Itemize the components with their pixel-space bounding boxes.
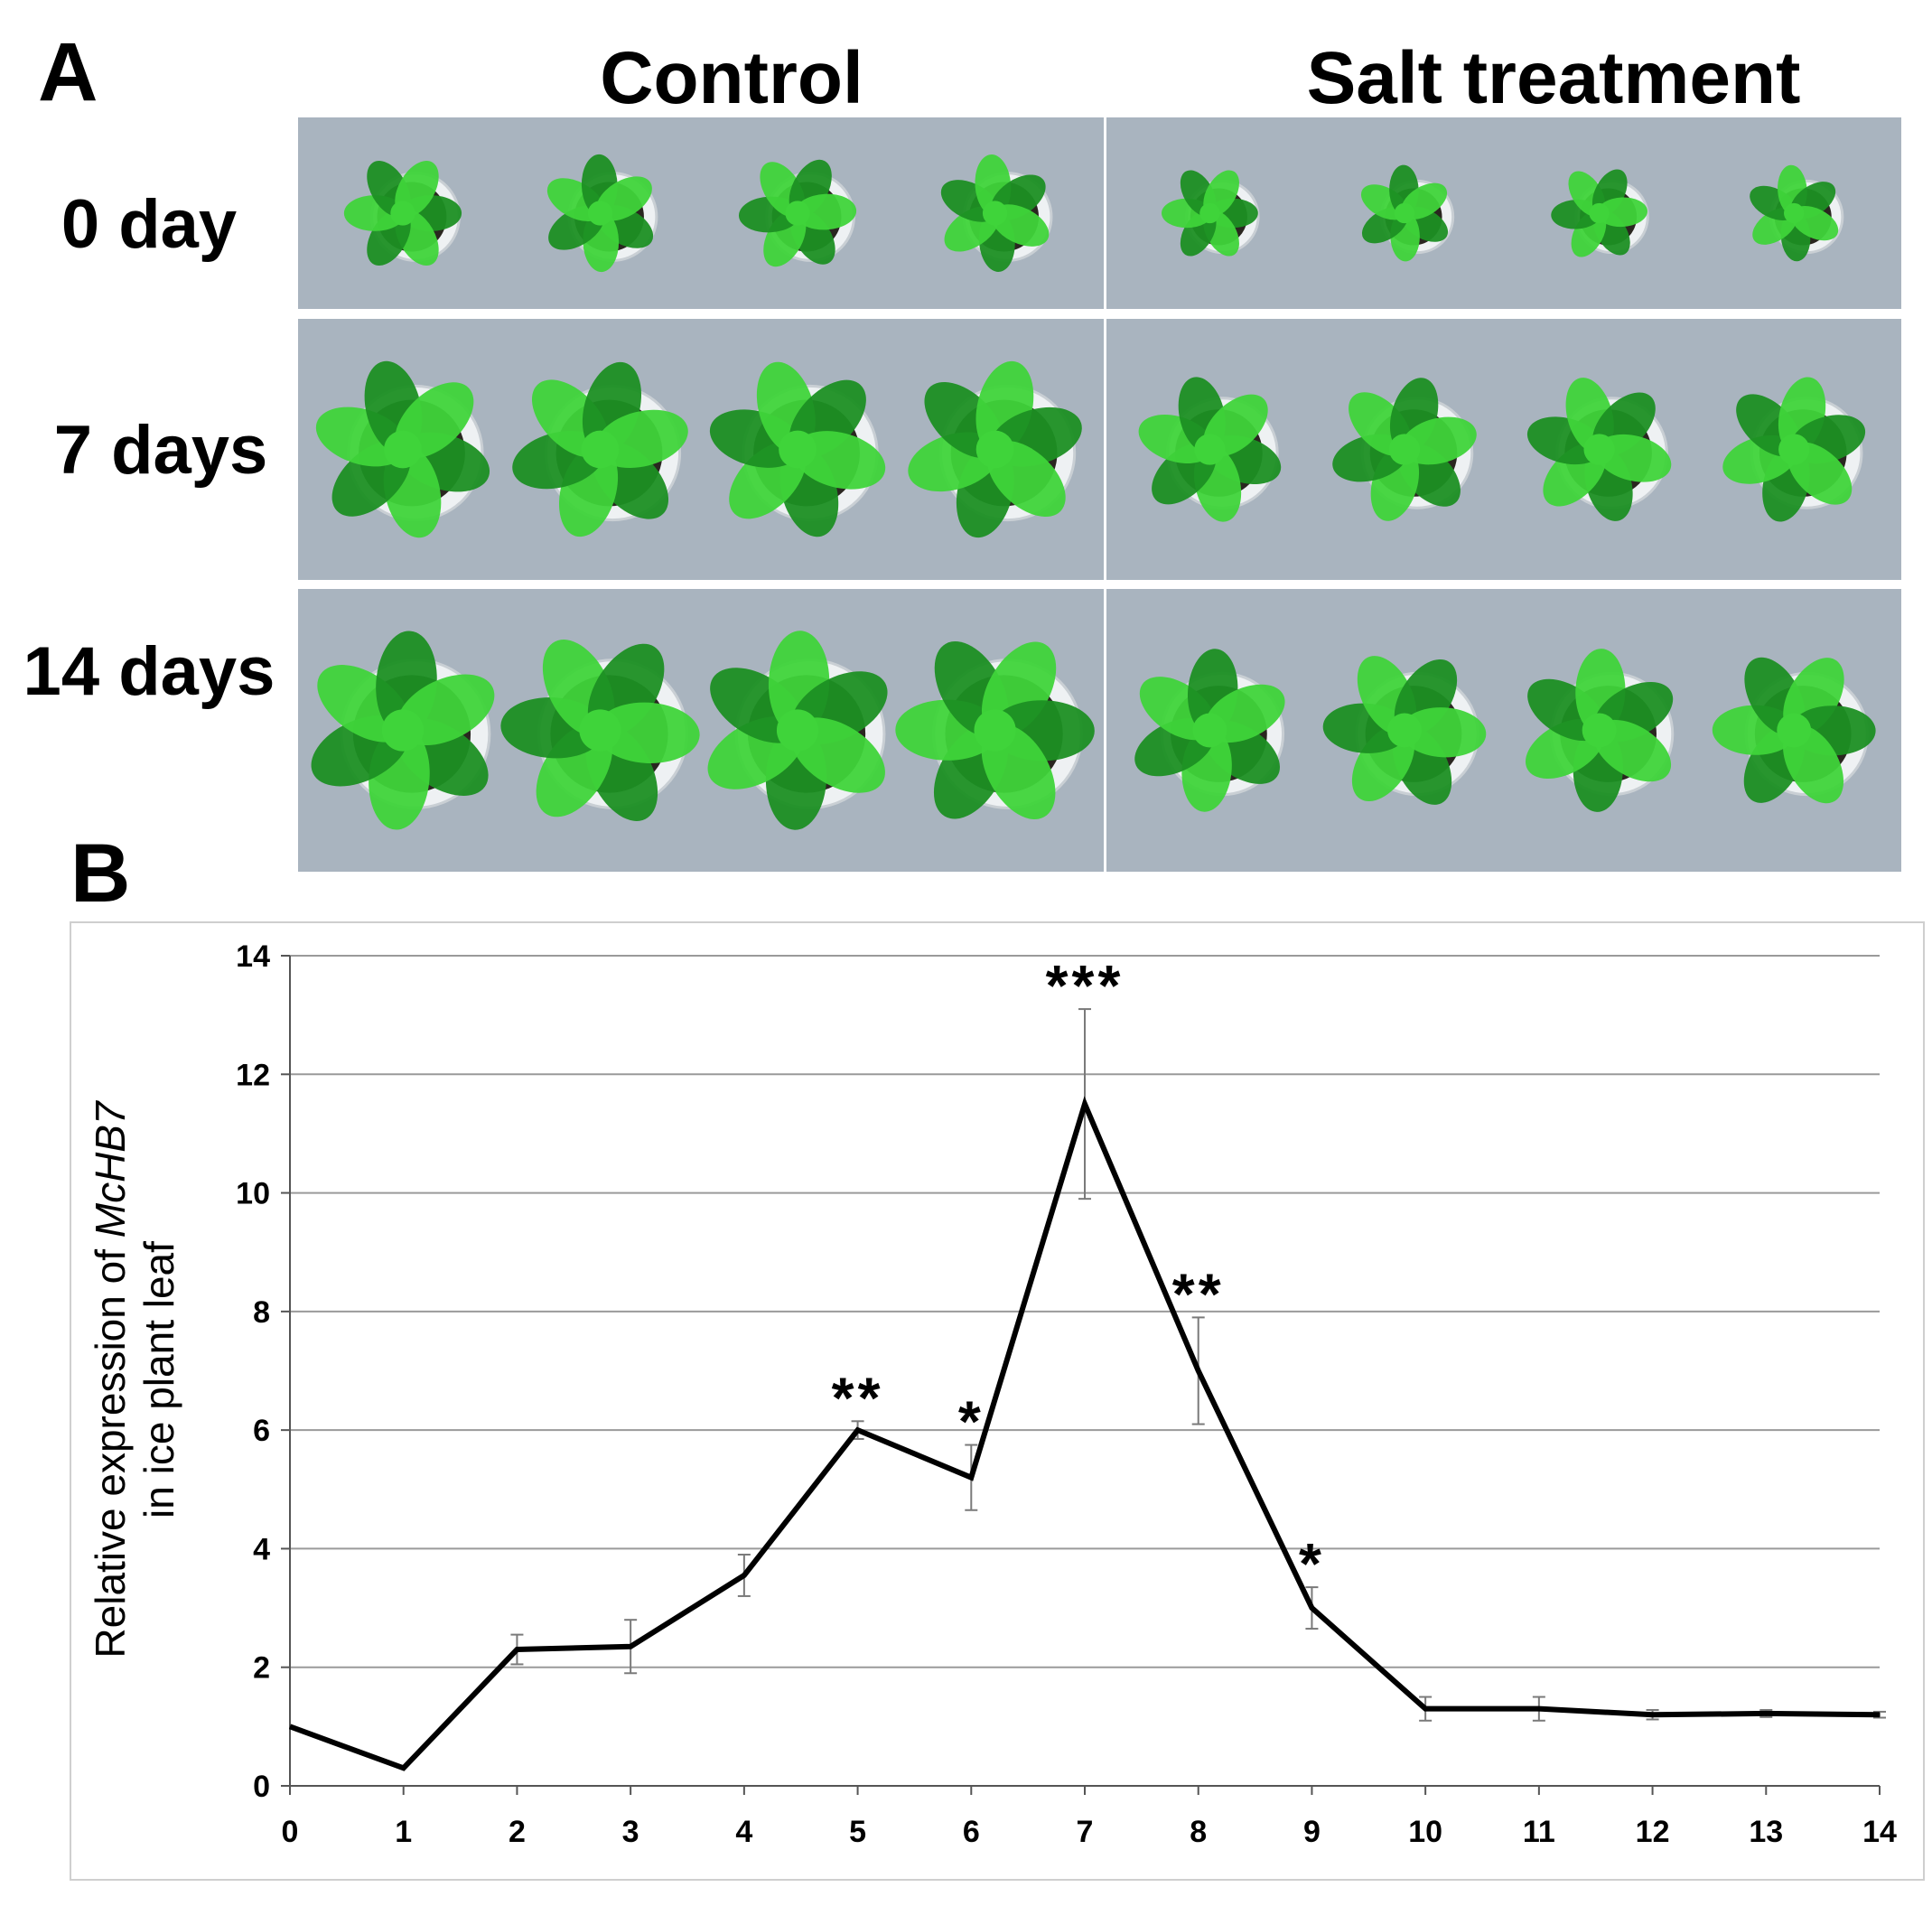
plant-pot	[1322, 656, 1487, 805]
column-header-control: Control	[600, 37, 863, 119]
y-axis-label-line1: Relative expression of McHB7	[87, 1100, 134, 1658]
plant-center	[1778, 434, 1810, 465]
row-label-0-day: 0 day	[61, 186, 238, 263]
plant-pot	[1134, 649, 1285, 812]
plant-pot	[311, 631, 495, 830]
plant-pot	[1712, 657, 1876, 804]
plant-center	[587, 201, 613, 226]
significance-marker: **	[1172, 1261, 1225, 1326]
leaf	[595, 702, 700, 763]
plant-pot	[895, 641, 1095, 819]
leaf	[595, 409, 688, 469]
row-label-14-days: 14 days	[23, 633, 275, 710]
x-tick-label: 6	[963, 1815, 980, 1849]
x-tick-label: 0	[282, 1815, 299, 1849]
x-tick-label: 1	[395, 1815, 412, 1849]
x-tick-label: 7	[1077, 1815, 1094, 1849]
x-tick-label: 14	[1862, 1815, 1897, 1849]
chart-frame	[70, 921, 1925, 1881]
row-divider	[298, 309, 1901, 319]
plant-center	[1388, 434, 1421, 465]
column-header-salt-treatment: Salt treatment	[1306, 37, 1801, 119]
y-tick-label: 2	[253, 1651, 270, 1686]
x-tick-label: 3	[622, 1815, 639, 1849]
leaf	[1400, 416, 1477, 465]
plant-pot	[1551, 169, 1649, 257]
x-tick-label: 13	[1749, 1815, 1783, 1849]
plant-center	[1394, 202, 1415, 224]
plant-center	[1582, 713, 1617, 748]
significance-marker: *	[1299, 1531, 1325, 1596]
plant-center	[1583, 434, 1615, 465]
plant-center	[982, 201, 1008, 226]
leaf	[1400, 707, 1487, 758]
plant-pot	[1750, 164, 1844, 262]
panel-a-letter: A	[38, 26, 98, 118]
y-tick-label: 10	[236, 1177, 270, 1211]
plant-pot	[1360, 164, 1455, 262]
significance-marker: *	[958, 1389, 985, 1454]
y-axis-label-line2: in ice plant leaf	[135, 1241, 182, 1518]
plant-center	[1777, 713, 1812, 748]
y-tick-label: 8	[253, 1295, 270, 1330]
row-label-7-days: 7 days	[53, 412, 268, 489]
significance-marker: ***	[1046, 953, 1125, 1018]
panel-b-letter: B	[70, 827, 131, 920]
plant-pot	[546, 154, 658, 273]
plant-center	[1387, 713, 1422, 748]
plant-center	[381, 709, 425, 752]
x-tick-label: 4	[735, 1815, 752, 1849]
row-divider	[298, 580, 1901, 589]
plant-pot	[343, 161, 462, 266]
x-tick-label: 11	[1523, 1815, 1555, 1849]
plant-pot	[500, 640, 700, 821]
plant-photo-grid	[298, 117, 1901, 872]
leaf	[794, 193, 857, 230]
x-tick-label: 10	[1408, 1815, 1442, 1849]
plant-pot	[1526, 649, 1675, 812]
plant-center	[390, 201, 415, 226]
x-tick-label: 8	[1190, 1815, 1207, 1849]
plant-pot	[512, 361, 688, 537]
y-tick-label: 0	[253, 1770, 270, 1804]
plant-center	[579, 709, 621, 752]
leaf	[1597, 197, 1647, 228]
plant-pot	[1526, 378, 1672, 521]
plant-pot	[707, 631, 888, 830]
plant-center	[1784, 202, 1805, 224]
significance-marker: **	[832, 1365, 884, 1430]
plant-center	[1199, 202, 1220, 224]
y-tick-label: 12	[236, 1058, 270, 1092]
plant-pot	[908, 360, 1082, 538]
y-tick-label: 14	[236, 939, 270, 974]
x-tick-label: 12	[1636, 1815, 1670, 1849]
y-tick-label: 6	[253, 1414, 270, 1448]
plant-pot	[940, 154, 1053, 272]
plant-pot	[1332, 378, 1477, 521]
x-tick-label: 2	[509, 1815, 526, 1849]
plant-pot	[709, 361, 886, 537]
y-tick-label: 4	[253, 1532, 270, 1566]
y-axis-label-gene: McHB7	[87, 1100, 134, 1238]
plant-center	[974, 709, 1016, 752]
plant-center	[1194, 434, 1226, 465]
plant-center	[785, 201, 810, 226]
plant-center	[581, 430, 620, 469]
x-tick-label: 9	[1303, 1815, 1321, 1849]
plant-pot	[738, 159, 857, 267]
series-line	[288, 1096, 1881, 1771]
plant-center	[776, 709, 819, 752]
plant-center	[975, 430, 1014, 469]
plant-center	[384, 430, 422, 469]
plant-center	[1589, 202, 1610, 224]
plant-center	[1192, 713, 1227, 748]
plant-pot	[1722, 377, 1866, 522]
x-tick-label: 5	[849, 1815, 866, 1849]
plant-center	[779, 430, 817, 469]
plant-pot	[1162, 170, 1260, 257]
y-axis-label-plain: Relative expression of	[87, 1238, 134, 1658]
plant-pot	[1138, 377, 1282, 522]
plant-pot	[315, 360, 490, 538]
